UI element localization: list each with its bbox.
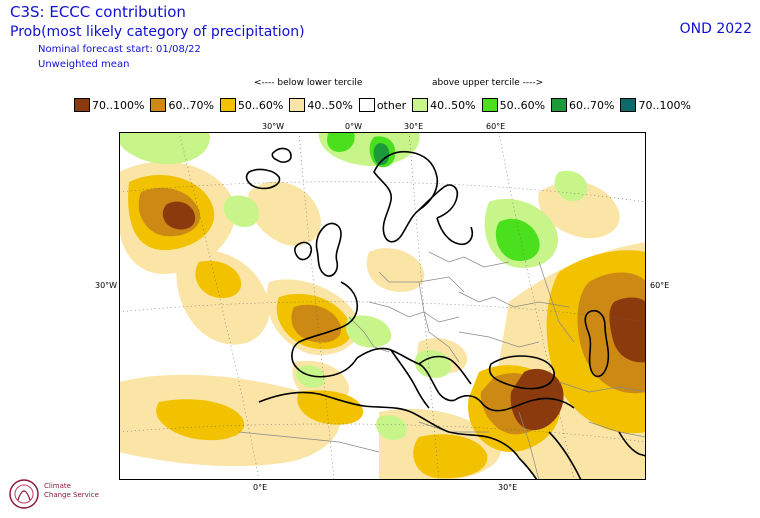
legend-item: 60..70% <box>551 98 614 112</box>
legend-item: 40..50% <box>412 98 476 112</box>
logo-line-2: Change Service <box>44 491 99 499</box>
legend-label: 50..60% <box>237 98 284 112</box>
legend-label: 40..50% <box>307 98 353 112</box>
c3s-logo <box>9 479 39 509</box>
legend: 70..100% 60..70% 50..60% 40..50% other 40..50… <box>74 96 697 114</box>
legend-item: 70..100% <box>74 98 144 112</box>
legend-item: 40..50% <box>289 98 353 112</box>
legend-swatch <box>74 98 90 112</box>
legend-item: 50..60% <box>219 98 284 112</box>
lon-label-top-30e: 30°E <box>404 122 424 131</box>
above-tercile-label: above upper tercile ----> <box>432 78 544 88</box>
below-tercile-label: <---- below lower tercile <box>254 78 363 88</box>
coastlines <box>245 147 646 480</box>
legend-swatch <box>150 98 167 112</box>
probability-map <box>119 132 646 480</box>
lon-label-bottom-30e: 30°E <box>498 483 518 492</box>
mean-type: Unweighted mean <box>38 59 130 70</box>
map-subtitle: Prob(most likely category of precipitati… <box>10 24 305 40</box>
legend-swatch <box>551 98 568 112</box>
logo-line-1: Climate <box>44 482 71 490</box>
legend-swatch <box>358 98 375 112</box>
legend-item: 50..60% <box>481 98 546 112</box>
lat-label-right: 60°E <box>650 281 670 290</box>
map-title: C3S: ECCC contribution <box>10 3 186 21</box>
legend-item: 60..70% <box>150 98 214 112</box>
legend-item: other <box>358 98 407 112</box>
legend-item: 70..100% <box>620 98 691 112</box>
season-label: OND 2022 <box>679 21 752 37</box>
forecast-start: Nominal forecast start: 01/08/22 <box>38 44 201 55</box>
legend-label: 70..100% <box>92 98 145 112</box>
country-borders <box>238 251 646 480</box>
map-frame <box>119 132 646 480</box>
legend-label: 60..70% <box>569 98 615 112</box>
legend-label: 50..60% <box>499 98 546 112</box>
lon-label-top-30w: 30°W <box>262 122 285 131</box>
legend-swatch <box>620 98 637 112</box>
lat-label-left: 30°W <box>95 281 118 290</box>
legend-label: other <box>376 98 407 112</box>
legend-swatch <box>412 98 429 112</box>
lon-label-top-60e: 60°E <box>486 122 506 131</box>
above-60-70-patches <box>373 143 390 166</box>
legend-label: 60..70% <box>168 98 214 112</box>
lon-label-top-0w: 0°W <box>345 122 362 131</box>
lon-label-bottom-0e: 0°E <box>253 483 268 492</box>
graticule <box>119 132 646 480</box>
legend-label: 40..50% <box>430 98 476 112</box>
legend-swatch <box>289 98 306 112</box>
logo-text: Climate Change Service <box>44 482 99 500</box>
legend-swatch <box>219 98 236 112</box>
legend-label: 70..100% <box>638 98 691 112</box>
legend-swatch <box>481 98 498 112</box>
